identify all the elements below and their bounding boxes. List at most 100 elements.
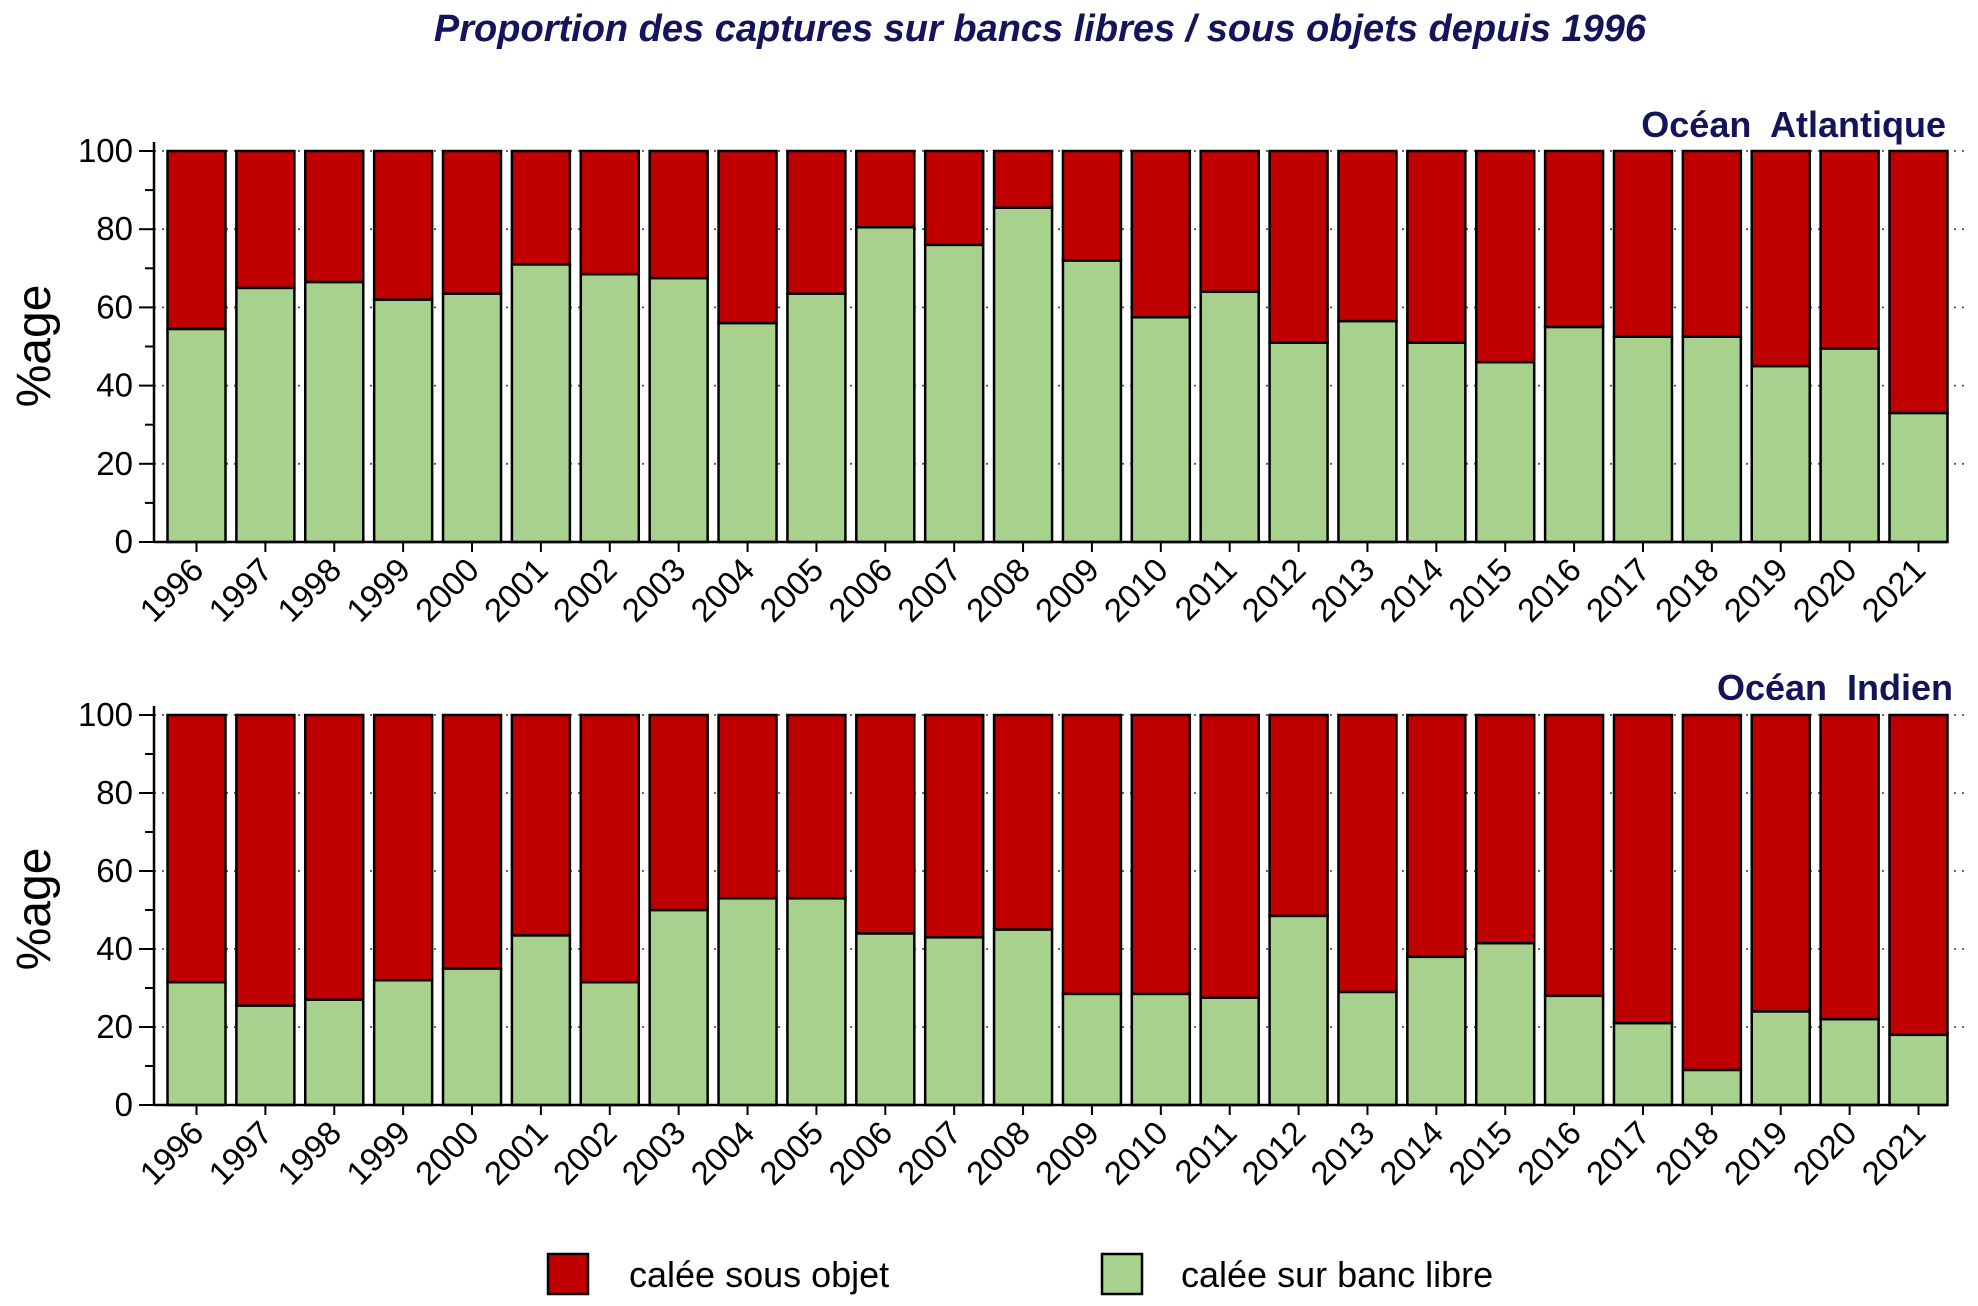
plot-area: 0 20 40 60 80 100 1996199719981999200020012002… bbox=[78, 132, 1970, 629]
bar-stack bbox=[166, 149, 227, 544]
bar-stack bbox=[1199, 149, 1260, 544]
x-tick-label: 2004 bbox=[683, 1114, 761, 1192]
x-tick-label: 2018 bbox=[1648, 551, 1726, 629]
y-axis-label: %age bbox=[8, 285, 61, 408]
bar-banc-libre bbox=[579, 980, 641, 1107]
y-tick-label: 80 bbox=[96, 774, 133, 811]
bar-sous-objet bbox=[1061, 713, 1123, 996]
bar-sous-objet bbox=[579, 149, 641, 276]
y-tick-label: 0 bbox=[115, 1086, 133, 1123]
bar-banc-libre bbox=[235, 286, 296, 544]
bar-sous-objet bbox=[923, 149, 985, 247]
y-tick-label: 40 bbox=[96, 930, 133, 967]
x-tick-label: 2006 bbox=[821, 1114, 899, 1192]
bar-banc-libre bbox=[992, 928, 1054, 1107]
bar-banc-libre bbox=[1750, 1010, 1811, 1107]
bar-stack bbox=[717, 713, 778, 1107]
bar-stack bbox=[372, 149, 434, 544]
bar-sous-objet bbox=[1337, 713, 1398, 994]
bar-stack bbox=[1612, 713, 1674, 1107]
bar-banc-libre bbox=[1819, 1017, 1880, 1107]
bar-banc-libre bbox=[717, 321, 778, 544]
bar-sous-objet bbox=[1750, 713, 1811, 1013]
bar-stack bbox=[1474, 149, 1536, 544]
bar-banc-libre bbox=[1061, 992, 1123, 1107]
bar-stack bbox=[1819, 713, 1880, 1107]
x-tick-label: 2016 bbox=[1510, 551, 1588, 629]
plot-area: 0 20 40 60 80 100 1996199719981999200020012002… bbox=[78, 696, 1970, 1192]
x-tick-label: 2005 bbox=[752, 551, 830, 629]
bar-stack bbox=[786, 149, 847, 544]
bar-sous-objet bbox=[1268, 713, 1329, 918]
bar-banc-libre bbox=[1888, 1033, 1949, 1107]
bar-stack bbox=[510, 713, 572, 1107]
bar-stack bbox=[1474, 713, 1536, 1107]
bar-stack bbox=[166, 713, 227, 1107]
bar-sous-objet bbox=[441, 713, 503, 970]
bar-stack bbox=[1130, 713, 1192, 1107]
bar-sous-objet bbox=[1612, 149, 1674, 338]
bar-sous-objet bbox=[1199, 149, 1260, 294]
bar-banc-libre bbox=[1819, 347, 1880, 544]
bar-stack bbox=[1819, 149, 1880, 544]
x-tick-label: 2017 bbox=[1579, 1114, 1657, 1192]
bar-banc-libre bbox=[786, 292, 847, 544]
bar-sous-objet bbox=[648, 713, 709, 912]
bar-stack bbox=[1268, 713, 1329, 1107]
legend-item-banc-libre: calée sur banc libre bbox=[1100, 1252, 1493, 1296]
bar-stack bbox=[855, 713, 916, 1107]
bar-banc-libre bbox=[372, 978, 434, 1107]
x-tick-label: 1996 bbox=[132, 1114, 210, 1192]
x-tick-label: 2002 bbox=[546, 1114, 624, 1192]
y-tick-label: 80 bbox=[96, 210, 133, 247]
bar-sous-objet bbox=[579, 713, 641, 984]
bar-stack bbox=[1130, 149, 1192, 544]
bar-stack bbox=[1061, 713, 1123, 1107]
x-tick-label: 2006 bbox=[821, 551, 899, 629]
x-tick-label: 2005 bbox=[752, 1114, 830, 1192]
bar-banc-libre bbox=[786, 897, 847, 1107]
bar-sous-objet bbox=[1681, 149, 1743, 338]
bar-sous-objet bbox=[1819, 713, 1880, 1021]
bar-stack bbox=[1199, 713, 1260, 1107]
x-tick-label: 2008 bbox=[959, 1114, 1037, 1192]
bar-sous-objet bbox=[441, 149, 503, 295]
bar-stack bbox=[1750, 713, 1811, 1107]
bar-banc-libre bbox=[1406, 955, 1467, 1107]
bar-sous-objet bbox=[1474, 713, 1536, 945]
x-tick-label: 2010 bbox=[1097, 1114, 1175, 1192]
x-tick-label: 2002 bbox=[546, 551, 624, 629]
x-tick-label: 1998 bbox=[270, 551, 348, 629]
x-tick-label: 2017 bbox=[1579, 551, 1657, 629]
x-tick-label: 2019 bbox=[1717, 551, 1795, 629]
bar-stack bbox=[1406, 713, 1467, 1107]
bar-stack bbox=[1337, 149, 1398, 544]
chart-title: Proportion des captures sur bancs libres… bbox=[434, 8, 1647, 50]
y-tick-label: 100 bbox=[78, 696, 133, 733]
bar-stack bbox=[1543, 149, 1605, 544]
bar-banc-libre bbox=[510, 263, 572, 544]
bar-banc-libre bbox=[1199, 996, 1260, 1107]
x-tick-label: 2013 bbox=[1303, 1114, 1381, 1192]
bar-sous-objet bbox=[372, 149, 434, 301]
bar-banc-libre bbox=[855, 225, 916, 544]
bar-stack bbox=[786, 713, 847, 1107]
bar-stack bbox=[1750, 149, 1811, 544]
x-tick-label: 2003 bbox=[615, 551, 693, 629]
x-tick-label: 2021 bbox=[1854, 1114, 1932, 1192]
bar-sous-objet bbox=[166, 149, 227, 331]
x-tick-label: 2001 bbox=[477, 1114, 555, 1192]
panel-atlantique: Océan Atlantique %age 020406080100199619… bbox=[8, 104, 1970, 629]
x-tick-label: 2009 bbox=[1028, 551, 1106, 629]
bar-sous-objet bbox=[1474, 149, 1536, 364]
x-tick-label: 2000 bbox=[408, 551, 486, 629]
bar-banc-libre bbox=[372, 298, 434, 544]
bar-sous-objet bbox=[855, 149, 916, 229]
x-tick-label: 2007 bbox=[890, 551, 968, 629]
bar-banc-libre bbox=[1406, 341, 1467, 544]
y-tick-label: 20 bbox=[96, 1008, 133, 1045]
bar-stack bbox=[579, 149, 641, 544]
x-tick-label: 2007 bbox=[890, 1114, 968, 1192]
x-tick-label: 2016 bbox=[1510, 1114, 1588, 1192]
